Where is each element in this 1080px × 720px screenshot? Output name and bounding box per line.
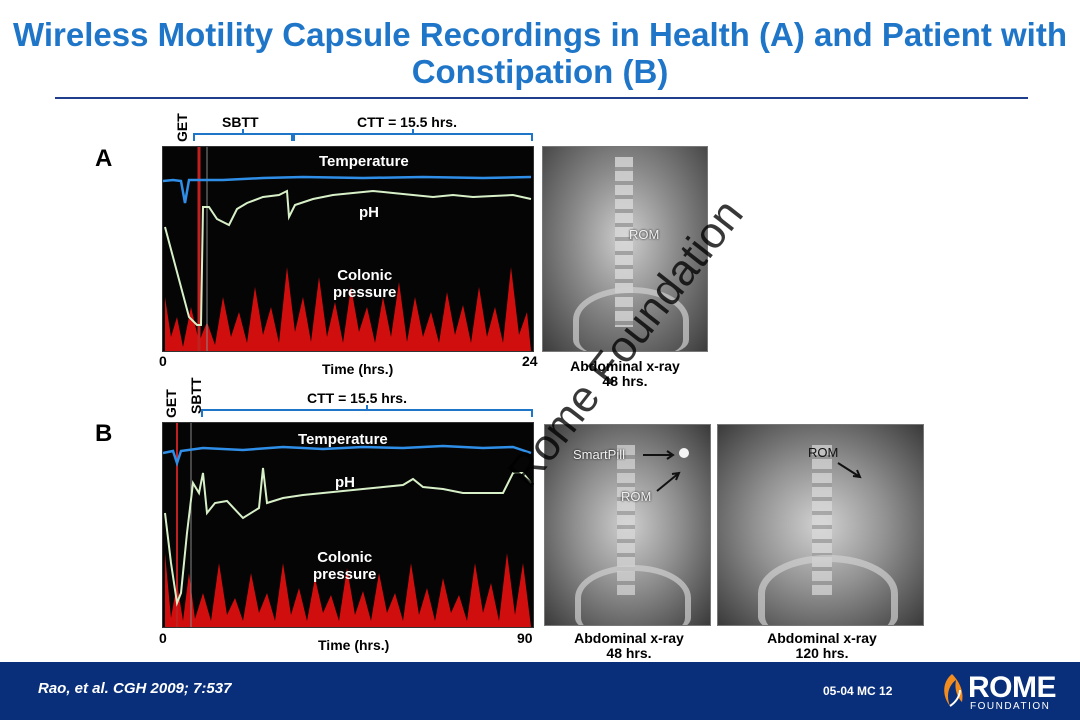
footer-bar xyxy=(0,662,1080,720)
title-divider xyxy=(55,97,1028,99)
citation: Rao, et al. CGH 2009; 7:537 xyxy=(38,680,232,697)
panel-b-x-start: 0 xyxy=(159,630,167,646)
panel-b-xray2-rom-marker: ROM xyxy=(808,445,839,460)
panel-b-xray-48h-caption: Abdominal x-ray 48 hrs. xyxy=(574,630,684,661)
panel-a-brackets xyxy=(193,129,533,141)
panel-a-x-start: 0 xyxy=(159,353,167,369)
panel-b-xray-120h-image: ROM xyxy=(717,424,924,626)
panel-b-ph-label: pH xyxy=(335,474,355,491)
panel-a-x-axis-label: Time (hrs.) xyxy=(322,361,394,377)
panel-a-ph-label: pH xyxy=(359,204,379,221)
panel-a-ctt-label: CTT = 15.5 hrs. xyxy=(357,114,457,130)
panel-b-get-label: GET xyxy=(163,389,179,418)
rome-logo-icon xyxy=(944,674,963,707)
panel-a-x-end: 24 xyxy=(522,353,538,369)
panel-b-xray1-arrows xyxy=(643,448,689,492)
panel-a-letter: A xyxy=(95,145,113,172)
slide-title: Wireless Motility Capsule Recordings in … xyxy=(12,16,1068,90)
panel-b-recording-plot: Temperature pH Colonic pressure xyxy=(162,422,534,628)
panel-b-colonic-label: Colonic pressure xyxy=(313,549,377,583)
panel-a-rom-marker: ROM xyxy=(629,227,660,242)
panel-a-sbtt-label: SBTT xyxy=(222,114,259,130)
panel-b-pressure-trace xyxy=(165,553,531,627)
panel-a-pressure-trace xyxy=(165,267,531,351)
rome-logo-word: ROME xyxy=(968,671,1057,704)
panel-a-recording-plot: Temperature pH Colonic pressure xyxy=(162,146,534,352)
panel-b-xray-120h-caption: Abdominal x-ray 120 hrs. xyxy=(767,630,877,661)
panel-b-x-axis-label: Time (hrs.) xyxy=(318,637,390,653)
panel-b-temperature-label: Temperature xyxy=(298,431,388,448)
panel-a-colonic-label: Colonic pressure xyxy=(333,267,397,301)
panel-b-letter: B xyxy=(95,420,113,447)
panel-a-temperature-label: Temperature xyxy=(319,153,409,170)
panel-b-smartpill-marker: SmartPill xyxy=(573,447,626,462)
panel-b-bracket xyxy=(201,405,533,417)
rome-logo-subtitle: FOUNDATION xyxy=(970,701,1051,712)
panel-b-xray2-arrow xyxy=(837,462,862,479)
panel-b-xray1-rom-marker: ROM xyxy=(621,489,652,504)
panel-b-ctt-label: CTT = 15.5 hrs. xyxy=(307,390,407,406)
panel-a-xray-caption: Abdominal x-ray 48 hrs. xyxy=(570,358,680,389)
panel-a-xray-image: ROM xyxy=(542,146,708,352)
slide-code: 05-04 MC 12 xyxy=(823,684,893,698)
panel-b-xray-48h-image: SmartPill ROM xyxy=(544,424,711,626)
panel-b-x-end: 90 xyxy=(517,630,533,646)
